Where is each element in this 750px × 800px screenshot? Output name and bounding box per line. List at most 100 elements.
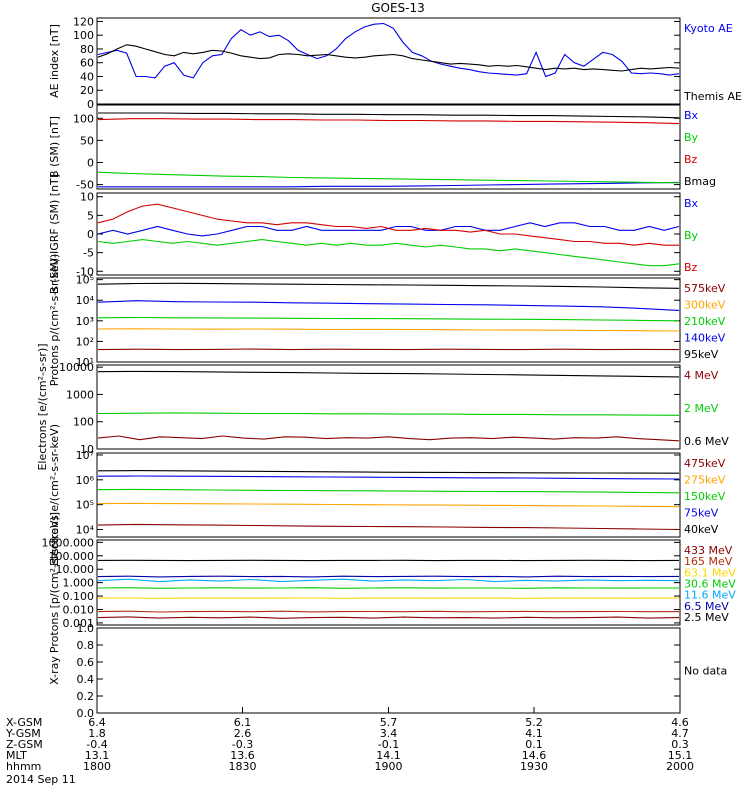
ytick-label: 20 [80,84,94,97]
ytick-label: 0 [87,228,94,241]
ylabel: X-ray [48,656,61,685]
series-line [97,616,680,619]
ytick-label: 1.0 [77,622,95,635]
ytick-label: 0.100 [63,590,95,603]
series-line [97,328,680,332]
axis-row-value: 15.1 [668,749,693,762]
ytick-label: 0.4 [77,673,95,686]
axis-row-value: 1930 [520,760,548,773]
axis-row-value: 6.4 [88,716,106,729]
series-line [97,118,680,125]
legend-entry: 575keV [684,282,726,295]
ytick-label: 10 [80,443,94,456]
series-line [97,300,680,311]
axis-row-value: -0.3 [232,738,253,751]
axis-row-value: 4.1 [525,727,543,740]
series-line [97,222,680,237]
ytick-label: 1000.000 [42,536,95,549]
ytick-label: 0.001 [63,617,95,630]
axis-row-value: 1.8 [88,727,106,740]
axis-row-value: 5.7 [380,716,398,729]
panel-frame [96,277,681,363]
ytick-label: 10² [76,335,94,348]
series-line [97,610,680,613]
series-line [98,181,680,188]
ytick-label: 10¹ [76,356,94,369]
panel-frame [96,627,681,714]
series-line [97,239,680,267]
axis-row-value: 13.1 [85,749,110,762]
axis-row-value: 2.6 [234,727,252,740]
legend-entry: 140keV [684,332,726,345]
ytick-label: 40 [80,70,94,83]
ytick-label: 1000 [66,388,94,401]
series-line [97,282,680,289]
ytick-label: 1.000 [63,577,95,590]
series-line [97,412,680,416]
ytick-label: 80 [80,43,94,56]
axis-row-value: 2000 [666,760,694,773]
series-line [97,470,680,474]
series-line [97,523,680,531]
panel-6: 10⁴ 10⁵ 10⁶ 10⁷ Electrons e/(cm²-s-sr-keV) 47… [48,424,726,566]
axis-row-value: 1900 [375,760,403,773]
legend-entry: 300keV [684,299,726,312]
axis-row-value: 3.4 [380,727,398,740]
panel-5: 10 100 1000 10000 Electrons [e/(cm²-s-sr)] 4 … [36,343,729,470]
legend-entry: Bmag [684,175,716,188]
ytick-label: 50 [80,134,94,147]
ytick-label: 10⁴ [76,294,95,307]
ytick-label: 5 [87,209,94,222]
series-line [97,488,680,494]
legend-entry: 433 MeV [684,544,733,557]
axis-row-value: 14.6 [522,749,547,762]
ylabel: B (SM) [nT] [48,116,61,178]
series-line [97,44,680,72]
ytick-label: 100.000 [49,550,95,563]
legend-entry: 165 MeV [684,555,733,568]
panel-frame [96,364,681,450]
axis-row-value: 1800 [83,760,111,773]
panel-note: No data [684,665,727,678]
ytick-label: 0 [87,156,94,169]
series-line [97,171,680,184]
series-line [97,22,680,79]
panel-frame [96,104,681,190]
ytick-label: 0.0 [77,707,95,720]
panel-4: 10¹ 10² 10³ 10⁴ 10⁵ Protons p/(cm²-s-sr-keV) 5… [48,254,726,387]
series-line [97,435,680,442]
legend-entry: By [684,131,699,144]
ytick-label: 100 [73,29,94,42]
ylabel: Protons [p/(cm²-s-sr-keV)] [48,512,61,653]
series-line [97,587,679,589]
series-line [98,112,680,119]
axis-row-value: -0.4 [86,738,107,751]
legend-entry: Bx [684,197,699,210]
panel-frame [96,192,681,276]
panel-frame [96,452,681,538]
axis-row-value: 1830 [229,760,257,773]
ylabel: B (SM)-IGRF (SM) [nT] [48,174,61,294]
series-line [97,578,680,583]
ytick-label: 10⁵ [76,499,94,512]
axis-row-label: Y-GSM [5,727,41,740]
legend-entry: By [684,229,699,242]
ytick-label: 0.010 [63,603,95,616]
panel-frame [96,17,681,105]
legend-entry: Bz [684,261,698,274]
ylabel: Electrons e/(cm²-s-sr-keV) [48,424,61,566]
ytick-label: 10⁵ [76,274,94,287]
ytick-label: 10 [80,191,94,204]
axis-row-value: 14.1 [376,749,401,762]
ytick-label: -5 [83,247,94,260]
axis-row-value: 13.6 [230,749,255,762]
axis-row-value: -0.1 [378,738,399,751]
axis-row-value: 4.6 [671,716,689,729]
panel-2: -50 0 50 100 B (SM) [nT] Bx By Bz Bmag [48,104,716,192]
ytick-label: 10³ [76,315,94,328]
legend-entry: Bz [684,153,698,166]
series-line [97,348,680,351]
legend-entry: Bx [684,109,699,122]
